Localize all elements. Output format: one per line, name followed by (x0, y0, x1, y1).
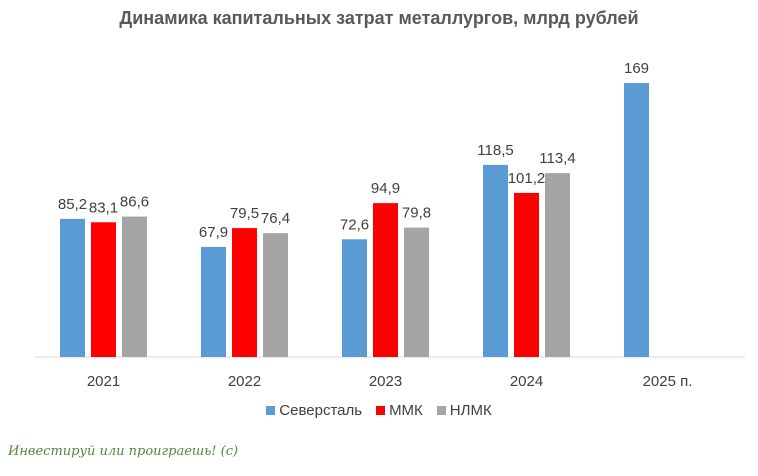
bar (624, 83, 649, 357)
data-label: 76,4 (261, 210, 290, 227)
data-label: 85,2 (58, 196, 87, 213)
x-tick-label: 2021 (87, 373, 120, 390)
legend-item: НЛМК (436, 402, 492, 419)
bar (91, 222, 116, 357)
legend: Северсталь ММК НЛМК (0, 402, 758, 419)
bar (232, 228, 257, 357)
data-label: 72,6 (340, 216, 369, 233)
x-tick-label: 2024 (510, 373, 543, 390)
data-label: 101,2 (508, 170, 546, 187)
data-label: 86,6 (120, 194, 149, 211)
legend-item: ММК (376, 402, 423, 419)
data-label: 79,8 (402, 205, 431, 222)
bar (60, 218, 85, 357)
legend-swatch (266, 406, 276, 415)
bar (373, 203, 398, 357)
data-label: 169 (624, 60, 649, 77)
legend-label: Северсталь (279, 402, 363, 419)
bar (545, 173, 570, 357)
legend-swatch (436, 406, 446, 415)
chart-title: Динамика капитальных затрат металлургов,… (119, 8, 639, 28)
bar (404, 227, 429, 357)
bar (483, 164, 508, 357)
data-label: 67,9 (199, 224, 228, 241)
watermark: Инвестируй или проиграешь! (с) (8, 444, 239, 459)
legend-label: НЛМК (449, 402, 492, 419)
x-tick-label: 2025 п. (643, 373, 693, 390)
data-label: 79,5 (230, 205, 259, 222)
legend-item: Северсталь (266, 402, 362, 419)
bar (263, 233, 288, 357)
bar (122, 216, 147, 357)
data-label: 118,5 (477, 142, 513, 159)
bar (201, 246, 226, 357)
x-tick-label: 2023 (369, 373, 402, 390)
data-label: 83,1 (89, 199, 118, 216)
data-label: 113,4 (539, 150, 575, 167)
legend-label: ММК (389, 402, 423, 419)
x-tick-label: 2022 (228, 373, 261, 390)
bar-chart: 85,2 83,1 86,6 2021 67,979,5 76,4 2022 72,6 94,9… (35, 60, 745, 390)
bar (342, 239, 367, 357)
legend-swatch (376, 406, 386, 415)
bar (514, 192, 539, 357)
data-label: 94,9 (371, 180, 400, 197)
